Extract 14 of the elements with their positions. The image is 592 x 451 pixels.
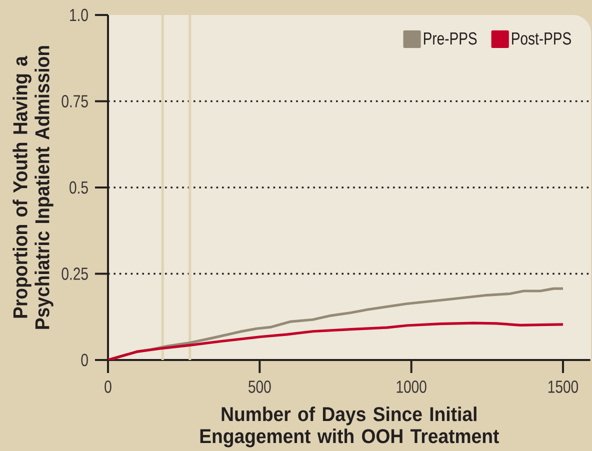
y-tick-label: 0.75 xyxy=(62,95,88,108)
x-tick-label: 1000 xyxy=(396,380,426,393)
y-axis-title: Proportion of Youth Having a Psychiatric Inpatient Admission xyxy=(12,46,54,329)
y-tick-label: 0.5 xyxy=(70,181,88,194)
x-axis-title: Number of Days Since Initial Engagement with OOH Treatment xyxy=(200,406,499,448)
legend-label: Pre-PPS xyxy=(424,32,477,45)
y-tick-label: 1.0 xyxy=(70,8,88,22)
x-tick-label: 500 xyxy=(248,380,271,393)
y-tick-label: 0.25 xyxy=(62,268,88,280)
x-tick-label: 0 xyxy=(104,380,112,393)
legend-label: Post-PPS xyxy=(512,32,571,45)
y-tick-label: 0 xyxy=(81,354,88,366)
x-tick-label: 1500 xyxy=(548,380,578,393)
line-series xyxy=(108,322,564,360)
